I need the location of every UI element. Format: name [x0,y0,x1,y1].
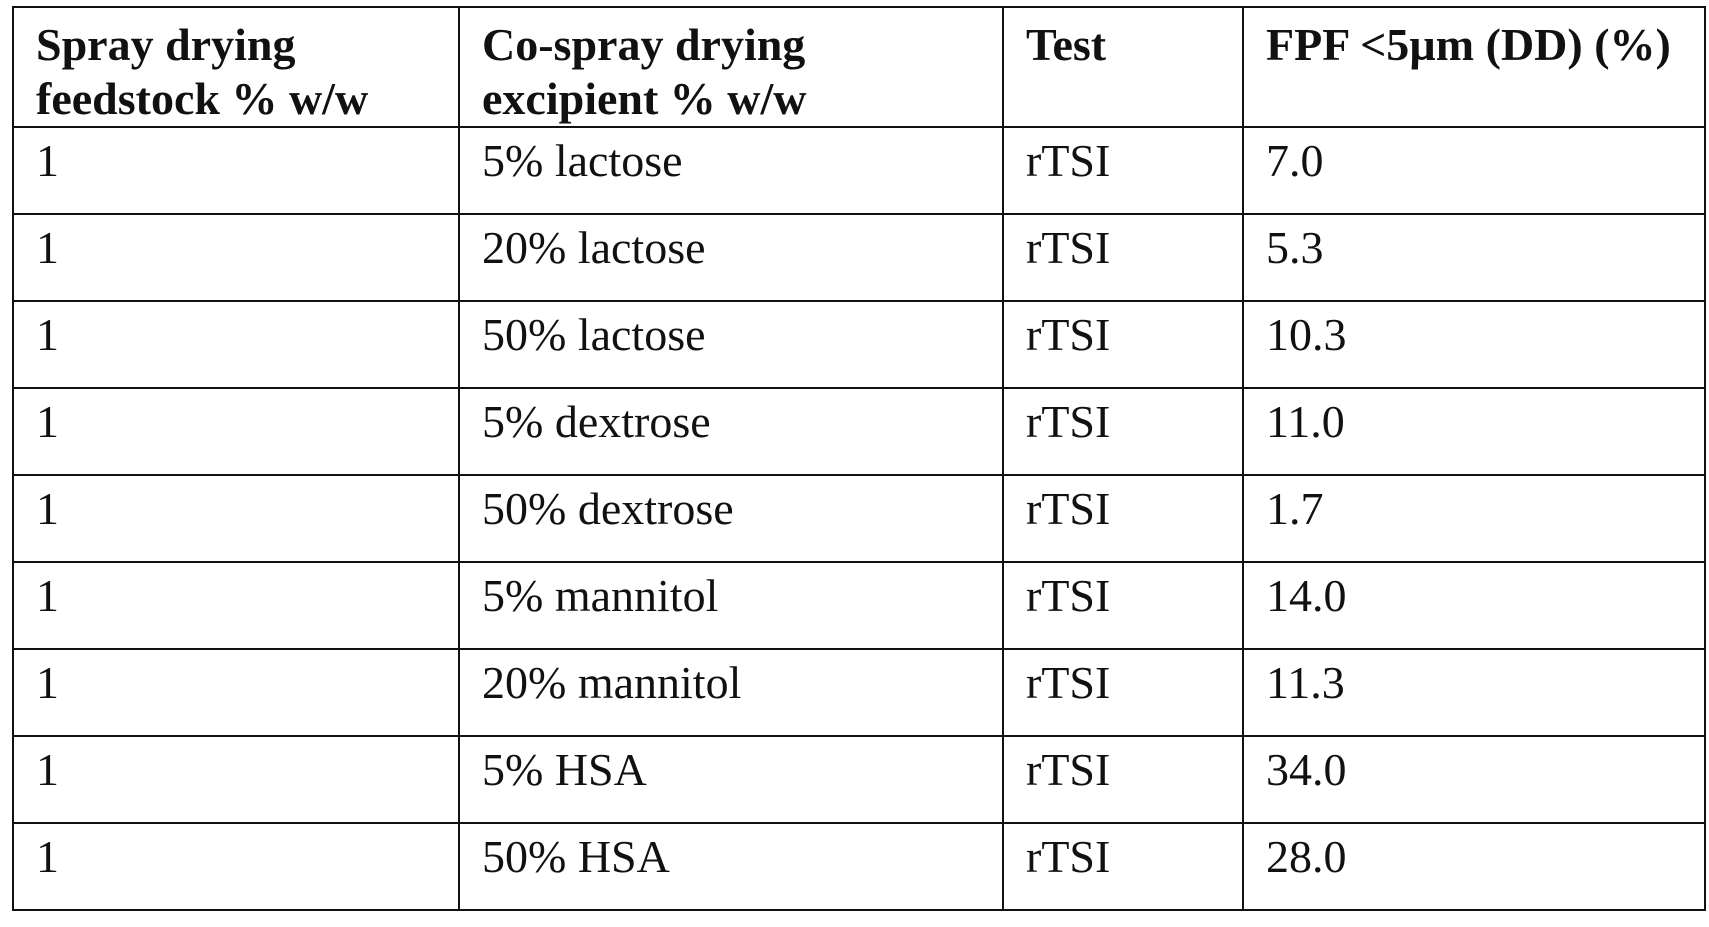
cell-fpf: 28.0 [1243,823,1705,910]
cell-test: rTSI [1003,823,1243,910]
header-fpf: FPF <5µm (DD) (%) [1243,7,1705,127]
cell-feedstock: 1 [13,823,459,910]
cell-excipient: 50% dextrose [459,475,1003,562]
cell-excipient: 50% lactose [459,301,1003,388]
table-row: 1 50% dextrose rTSI 1.7 [13,475,1705,562]
cell-fpf: 10.3 [1243,301,1705,388]
cell-fpf: 7.0 [1243,127,1705,214]
cell-feedstock: 1 [13,127,459,214]
cell-test: rTSI [1003,214,1243,301]
cell-fpf: 34.0 [1243,736,1705,823]
header-excipient: Co-spray drying excipient % w/w [459,7,1003,127]
header-row: Spray drying feedstock % w/w Co-spray dr… [13,7,1705,127]
cell-test: rTSI [1003,736,1243,823]
cell-excipient: 50% HSA [459,823,1003,910]
cell-excipient: 5% mannitol [459,562,1003,649]
table-row: 1 50% HSA rTSI 28.0 [13,823,1705,910]
cell-test: rTSI [1003,649,1243,736]
header-feedstock: Spray drying feedstock % w/w [13,7,459,127]
cell-feedstock: 1 [13,562,459,649]
cell-excipient: 5% lactose [459,127,1003,214]
cell-test: rTSI [1003,127,1243,214]
cell-fpf: 1.7 [1243,475,1705,562]
cell-feedstock: 1 [13,214,459,301]
cell-fpf: 11.0 [1243,388,1705,475]
cell-feedstock: 1 [13,649,459,736]
cell-test: rTSI [1003,562,1243,649]
cell-feedstock: 1 [13,301,459,388]
cell-excipient: 5% HSA [459,736,1003,823]
table-row: 1 50% lactose rTSI 10.3 [13,301,1705,388]
cell-fpf: 5.3 [1243,214,1705,301]
header-test: Test [1003,7,1243,127]
cell-test: rTSI [1003,301,1243,388]
cell-test: rTSI [1003,475,1243,562]
cell-fpf: 11.3 [1243,649,1705,736]
cell-fpf: 14.0 [1243,562,1705,649]
table-row: 1 20% lactose rTSI 5.3 [13,214,1705,301]
table-row: 1 5% HSA rTSI 34.0 [13,736,1705,823]
cell-excipient: 20% lactose [459,214,1003,301]
cell-feedstock: 1 [13,736,459,823]
table-row: 1 5% mannitol rTSI 14.0 [13,562,1705,649]
table-header: Spray drying feedstock % w/w Co-spray dr… [13,7,1705,127]
cell-excipient: 20% mannitol [459,649,1003,736]
table-row: 1 5% dextrose rTSI 11.0 [13,388,1705,475]
table-row: 1 5% lactose rTSI 7.0 [13,127,1705,214]
table-body: 1 5% lactose rTSI 7.0 1 20% lactose rTSI… [13,127,1705,910]
table-row: 1 20% mannitol rTSI 11.3 [13,649,1705,736]
cell-excipient: 5% dextrose [459,388,1003,475]
cell-test: rTSI [1003,388,1243,475]
cell-feedstock: 1 [13,388,459,475]
cell-feedstock: 1 [13,475,459,562]
data-table: Spray drying feedstock % w/w Co-spray dr… [12,6,1706,911]
